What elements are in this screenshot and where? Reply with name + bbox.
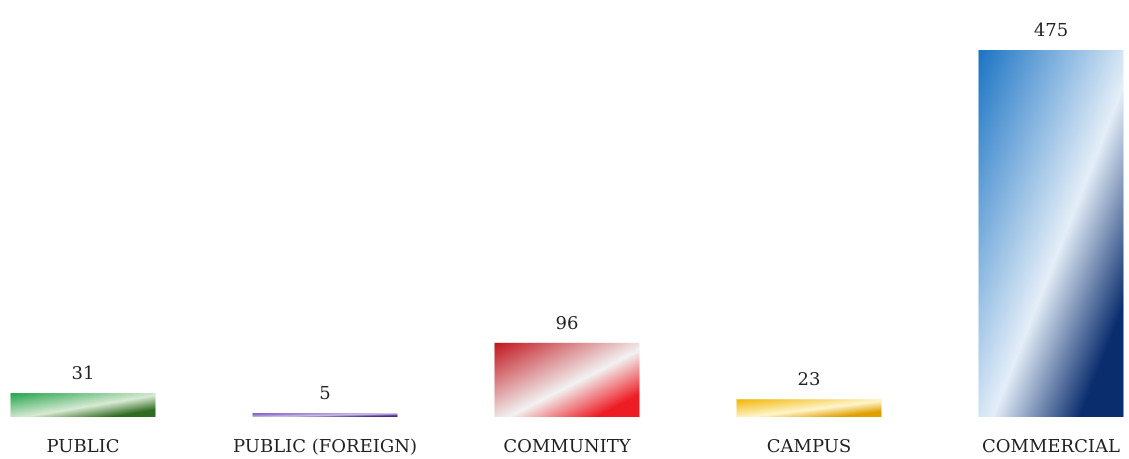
bars-group <box>10 50 1124 417</box>
category-label-campus: CAMPUS <box>767 436 852 457</box>
category-label-public-foreign: PUBLIC (FOREIGN) <box>233 436 417 457</box>
bar-commercial <box>978 50 1124 417</box>
category-label-public: PUBLIC <box>46 436 119 457</box>
bar-campus <box>736 399 882 417</box>
bar-public <box>10 393 156 417</box>
category-label-community: COMMUNITY <box>503 436 631 457</box>
category-labels-group: PUBLIC PUBLIC (FOREIGN) COMMUNITY CAMPUS COM… <box>46 436 1120 457</box>
value-label-community: 96 <box>556 313 579 334</box>
value-labels-group: 31 5 96 23 475 <box>72 20 1069 404</box>
value-label-public-foreign: 5 <box>319 383 330 404</box>
category-label-commercial: COMMERCIAL <box>982 436 1120 457</box>
value-label-commercial: 475 <box>1034 20 1068 41</box>
bar-public-foreign <box>252 413 398 417</box>
bar-community <box>494 342 640 417</box>
value-label-public: 31 <box>72 363 95 384</box>
value-label-campus: 23 <box>798 369 821 390</box>
